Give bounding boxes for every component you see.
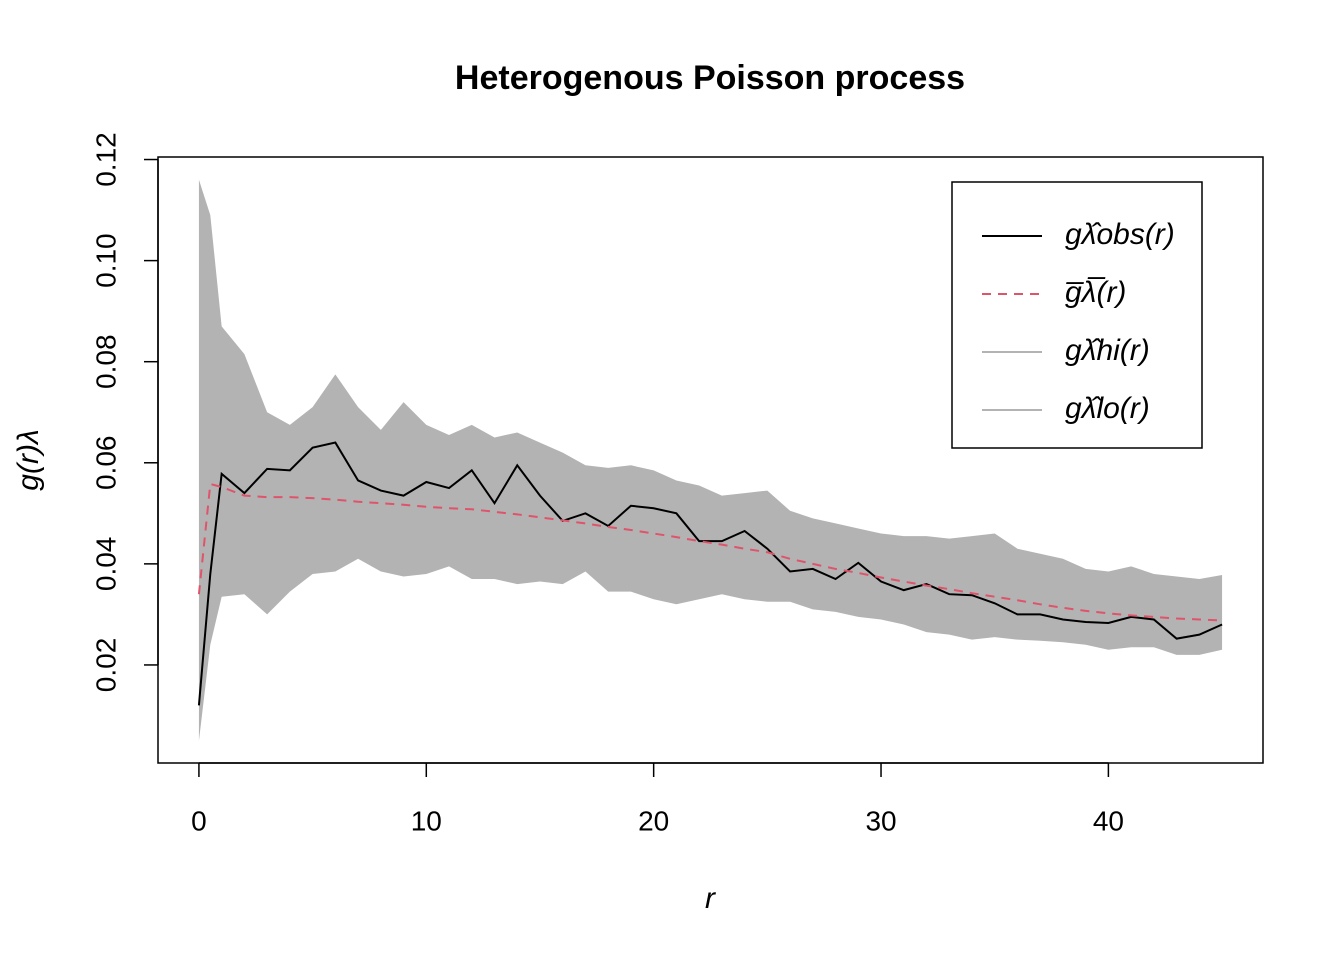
- x-tick-label: 0: [191, 805, 207, 836]
- envelope-band: [198, 179, 1223, 741]
- legend-box: [951, 181, 1203, 449]
- x-tick-label: 40: [1093, 805, 1124, 836]
- x-tick-label: 20: [638, 805, 669, 836]
- x-tick-label: 10: [411, 805, 442, 836]
- x-axis-label: r: [705, 882, 716, 915]
- legend-label: gλ̂obs(r): [1065, 218, 1175, 251]
- y-tick-label: 0.04: [90, 537, 121, 592]
- legend-label: g̅λ̅(r): [1065, 276, 1126, 309]
- y-tick-label: 0.06: [90, 436, 121, 491]
- y-tick-label: 0.10: [90, 233, 121, 288]
- series-line: [197, 441, 1223, 706]
- y-tick-label: 0.12: [90, 132, 121, 187]
- y-tick-label: 0.02: [90, 638, 121, 693]
- y-tick-label: 0.08: [90, 334, 121, 389]
- legend-label: gλ̂hi(r): [1065, 334, 1150, 367]
- legend-label: gλ̂lo(r): [1065, 392, 1150, 425]
- x-tick-label: 30: [865, 805, 896, 836]
- y-axis-label: g(r)λ: [12, 429, 45, 490]
- chart-title: Heterogenous Poisson process: [455, 59, 965, 97]
